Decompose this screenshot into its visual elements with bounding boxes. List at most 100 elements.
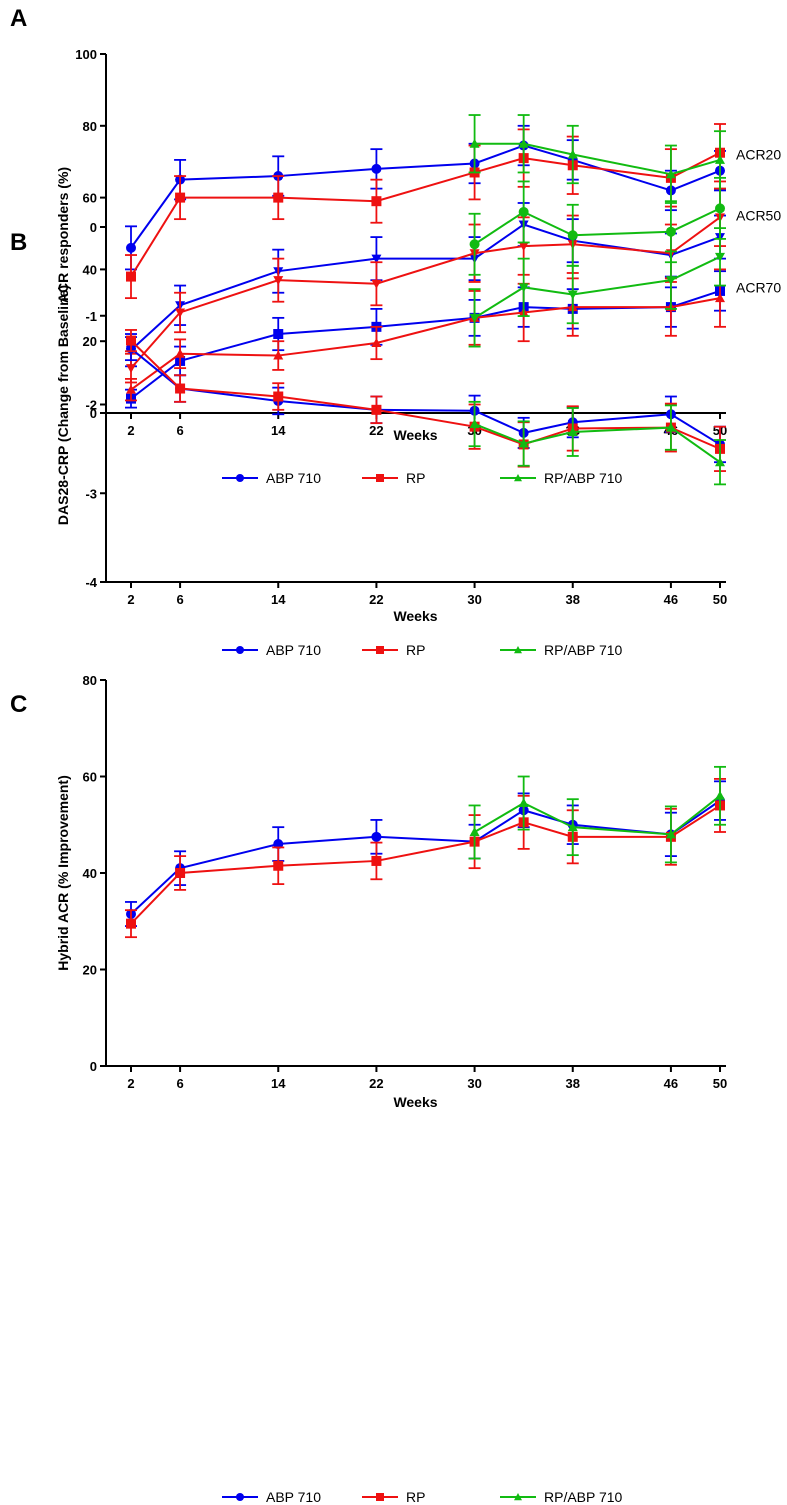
legend-item: ABP 710: [222, 642, 321, 658]
data-point: [175, 192, 186, 203]
x-tick-label: 50: [713, 1076, 727, 1091]
annotation-acr70: ACR70: [736, 279, 781, 295]
y-tick-label: -4: [85, 575, 97, 590]
data-point: [126, 242, 136, 253]
data-point: [126, 335, 136, 346]
legend-item: RP: [362, 642, 425, 658]
series-line: [474, 142, 721, 176]
x-tick-label: 2: [127, 423, 134, 438]
data-point: [469, 826, 480, 836]
data-point: [715, 293, 725, 303]
data-point: [371, 831, 382, 842]
data-point: [126, 271, 136, 282]
legend-item: RP/ABP 710: [500, 470, 623, 486]
series-rp-abp-710-acr50: [468, 176, 726, 276]
panel-label: B: [10, 229, 27, 256]
y-tick-label: 60: [83, 191, 97, 206]
data-point: [273, 860, 284, 871]
data-point: [514, 646, 522, 654]
y-tick-label: -2: [85, 398, 97, 413]
legend-label: RP/ABP 710: [544, 642, 623, 658]
legend-label: RP/ABP 710: [544, 1489, 623, 1505]
data-point: [376, 1493, 384, 1501]
series-line: [130, 799, 721, 915]
legend-item: ABP 710: [222, 1489, 321, 1505]
series-rp-abp-710: [468, 400, 726, 486]
data-point: [469, 313, 480, 323]
y-tick-label: 0: [90, 406, 97, 421]
data-point: [715, 252, 725, 262]
legend-item: RP/ABP 710: [500, 1489, 623, 1505]
data-point: [126, 918, 136, 929]
data-point: [371, 196, 382, 207]
data-point: [371, 855, 382, 866]
data-point: [371, 163, 382, 174]
data-point: [567, 427, 578, 437]
x-axis-label: Weeks: [393, 1094, 437, 1110]
x-tick-label: 38: [566, 592, 580, 607]
data-point: [236, 646, 244, 654]
data-point: [273, 329, 284, 340]
data-point: [514, 1493, 522, 1501]
legend-item: RP: [362, 1489, 425, 1505]
legend-label: ABP 710: [266, 642, 321, 658]
data-point: [376, 646, 384, 654]
x-tick-label: 14: [271, 1076, 286, 1091]
x-tick-label: 30: [467, 1076, 481, 1091]
data-point: [273, 276, 284, 286]
data-point: [371, 279, 382, 289]
data-point: [665, 226, 676, 237]
y-tick-label: 40: [83, 866, 97, 881]
x-tick-label: 46: [664, 1076, 678, 1091]
data-point: [371, 254, 382, 264]
x-tick-label: 6: [176, 423, 183, 438]
x-tick-label: 46: [664, 592, 678, 607]
panel-label: A: [10, 5, 27, 32]
x-tick-label: 22: [369, 1076, 383, 1091]
x-tick-label: 38: [566, 1076, 580, 1091]
data-point: [469, 239, 480, 250]
series-line: [474, 423, 721, 464]
data-point: [236, 474, 244, 482]
data-point: [126, 384, 136, 394]
legend-item: ABP 710: [222, 470, 321, 486]
series-abp-710: [125, 780, 726, 927]
data-point: [715, 457, 725, 467]
x-tick-label: 2: [127, 1076, 134, 1091]
panel-A: A02040608010026142230384650WeeksACR resp…: [10, 5, 781, 486]
x-tick-label: 50: [713, 592, 727, 607]
panel-B: B -4 -3 -2 -1 0 2 6 14 22 30 38 46 50 Weeks DAS28-CRP (…: [10, 220, 727, 658]
x-tick-label: 2: [127, 592, 134, 607]
data-point: [665, 829, 676, 839]
series-line: [130, 804, 721, 925]
data-point: [665, 276, 676, 286]
data-point: [273, 350, 284, 360]
data-point: [518, 242, 529, 252]
x-tick-label: 6: [176, 1076, 183, 1091]
data-point: [469, 419, 480, 429]
panel-C: C 0 20 40 60 80 2 6 14 22 30 38 46 50 Weeks Hybrid ACR …: [10, 673, 727, 1505]
data-point: [175, 868, 186, 878]
data-point: [236, 1493, 244, 1501]
y-axis-label: ACR responders (%): [55, 167, 71, 303]
annotation-acr20: ACR20: [736, 147, 781, 163]
data-point: [665, 422, 676, 432]
x-tick-label: 22: [369, 423, 383, 438]
legend-label: RP/ABP 710: [544, 470, 623, 486]
y-tick-label: 0: [90, 220, 97, 235]
y-tick-label: 80: [83, 673, 97, 688]
data-point: [518, 283, 529, 293]
legend-label: ABP 710: [266, 1489, 321, 1505]
legend-label: RP: [406, 642, 425, 658]
data-point: [715, 154, 725, 164]
data-point: [518, 438, 529, 448]
data-point: [518, 206, 529, 217]
data-point: [518, 138, 529, 148]
data-point: [126, 364, 136, 374]
y-tick-label: 0: [90, 1059, 97, 1074]
y-tick-label: 80: [83, 119, 97, 134]
data-point: [273, 192, 284, 203]
data-point: [567, 149, 578, 159]
